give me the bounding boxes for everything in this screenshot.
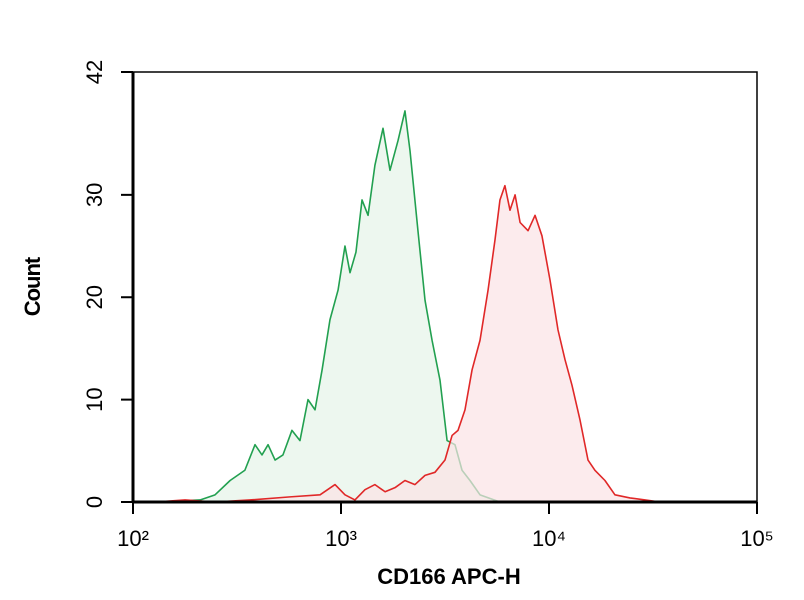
y-tick-label: 10 bbox=[82, 387, 107, 411]
y-tick-label: 30 bbox=[82, 183, 107, 207]
histogram-area bbox=[154, 184, 661, 503]
y-tick-label: 0 bbox=[82, 496, 107, 508]
x-tick-label: 10³ bbox=[325, 526, 357, 551]
x-tick-label: 10² bbox=[117, 526, 149, 551]
x-axis-title: CD166 APC-H bbox=[377, 564, 520, 589]
y-tick-label: 42 bbox=[82, 60, 107, 84]
x-tick-label: 10⁵ bbox=[740, 526, 774, 551]
histogram-area bbox=[154, 110, 501, 503]
x-tick-label: 10⁴ bbox=[532, 526, 566, 551]
y-axis-title: Count bbox=[20, 256, 45, 316]
y-tick-label: 20 bbox=[82, 285, 107, 309]
